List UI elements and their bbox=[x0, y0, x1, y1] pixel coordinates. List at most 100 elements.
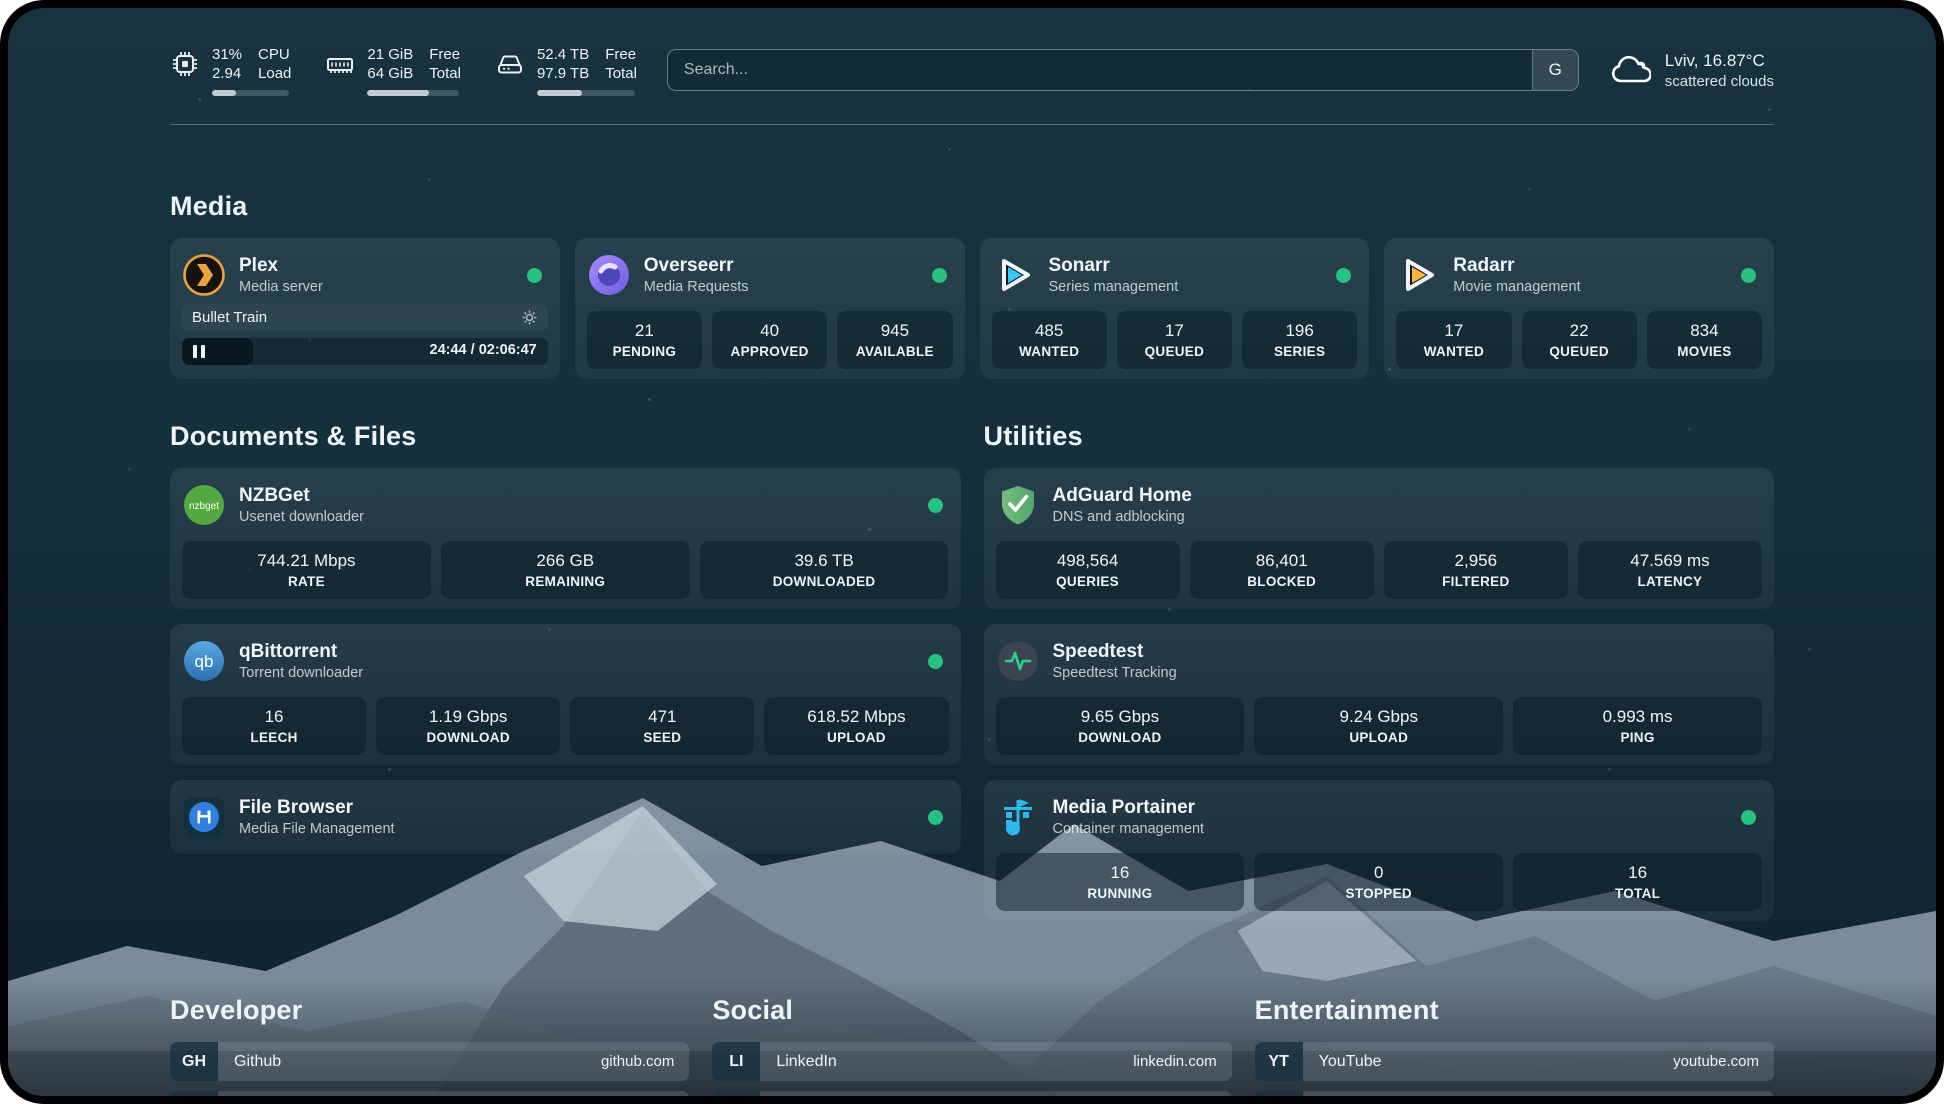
portainer-status-dot bbox=[1741, 809, 1756, 825]
filebrowser-card[interactable]: File Browser Media File Management bbox=[170, 780, 961, 854]
memory-stat: 21 GiB 64 GiB Free Total bbox=[325, 45, 461, 96]
sonarr-card[interactable]: Sonarr Series management 485 WANTED 17 Q… bbox=[979, 238, 1370, 379]
section-title-media: Media bbox=[170, 191, 248, 221]
search-bar: G bbox=[666, 49, 1579, 91]
speedtest-card[interactable]: Speedtest Speedtest Tracking 9.65 Gbps D… bbox=[983, 624, 1774, 765]
storage-total-value: 97.9 TB bbox=[536, 64, 590, 82]
radarr-stat-movies: 834 MOVIES bbox=[1646, 311, 1762, 369]
svg-text:nzbget: nzbget bbox=[189, 501, 219, 512]
storage-progress-track bbox=[536, 89, 635, 96]
plex-status-dot bbox=[526, 267, 542, 283]
developer-group: Developer GH Github github.com SO StackO… bbox=[170, 995, 690, 1096]
weather-widget[interactable]: Lviv, 16.87°C scattered clouds bbox=[1609, 50, 1774, 91]
disk-icon bbox=[497, 55, 522, 73]
cpu-load-value: 2.94 bbox=[212, 64, 242, 82]
portainer-stat-total: 16 TOTAL bbox=[1513, 853, 1762, 911]
memory-icon bbox=[327, 57, 354, 73]
radarr-stat-wanted: 17 WANTED bbox=[1396, 311, 1512, 369]
header-divider bbox=[170, 124, 1774, 125]
plex-subtitle: Media server bbox=[239, 278, 323, 295]
youtube-abbr-tile: YT bbox=[1254, 1042, 1303, 1081]
netflix-abbr-tile: NF bbox=[1254, 1091, 1303, 1096]
cpu-stat: 31% 2.94 CPU Load bbox=[170, 45, 291, 96]
plex-now-playing-row: Bullet Train bbox=[182, 304, 548, 331]
sonarr-stat-series: 196 SERIES bbox=[1242, 311, 1358, 369]
stackoverflow-abbr-tile: SO bbox=[170, 1091, 218, 1096]
qbittorrent-stat-seed: 471 SEED bbox=[570, 697, 755, 755]
adguard-stat-queries: 498,564 QUERIES bbox=[995, 541, 1180, 599]
qbittorrent-subtitle: Torrent downloader bbox=[239, 664, 364, 681]
sonarr-title: Sonarr bbox=[1048, 254, 1110, 276]
adguard-subtitle: DNS and adblocking bbox=[1052, 508, 1185, 525]
section-title-developer: Developer bbox=[170, 995, 303, 1025]
cpu-icon bbox=[173, 51, 197, 76]
adguard-card[interactable]: AdGuard Home DNS and adblocking 498,564 … bbox=[983, 468, 1774, 609]
bookmark-twitter[interactable]: TW Twitter twitter.com bbox=[712, 1091, 1232, 1096]
bookmark-stackoverflow[interactable]: SO StackOverflow stackoverflow.com bbox=[170, 1091, 690, 1096]
overseerr-icon bbox=[587, 253, 631, 297]
adguard-title: AdGuard Home bbox=[1052, 484, 1192, 506]
memory-free-value: 21 GiB bbox=[367, 45, 414, 63]
storage-free-label: Free bbox=[605, 45, 637, 63]
svg-text:qb: qb bbox=[195, 652, 214, 671]
portainer-card[interactable]: Media Portainer Container management 16 … bbox=[983, 780, 1774, 921]
entertainment-group: Entertainment YT YouTube youtube.com NF … bbox=[1254, 995, 1774, 1096]
media-cards-row: Plex Media server Bullet Train bbox=[170, 238, 1774, 379]
pause-icon[interactable] bbox=[193, 345, 205, 358]
qbittorrent-status-dot bbox=[927, 653, 943, 669]
bookmark-linkedin[interactable]: LI LinkedIn linkedin.com bbox=[712, 1042, 1232, 1081]
memory-total-label: Total bbox=[429, 64, 461, 82]
adguard-icon bbox=[996, 483, 1040, 527]
sonarr-stat-wanted: 485 WANTED bbox=[991, 311, 1107, 369]
section-title-utilities: Utilities bbox=[983, 421, 1083, 451]
radarr-status-dot bbox=[1741, 267, 1756, 283]
plex-icon bbox=[182, 253, 226, 297]
qbittorrent-stat-upload: 618.52 Mbps UPLOAD bbox=[764, 697, 949, 755]
qbittorrent-title: qBittorrent bbox=[239, 640, 338, 662]
search-engine-button[interactable]: G bbox=[1531, 50, 1578, 90]
nzbget-status-dot bbox=[927, 497, 943, 513]
plex-time: 24:44 / 02:06:47 bbox=[429, 342, 537, 358]
qbittorrent-stat-download: 1.19 Gbps DOWNLOAD bbox=[376, 697, 561, 755]
bookmark-youtube[interactable]: YT YouTube youtube.com bbox=[1254, 1042, 1774, 1081]
filebrowser-subtitle: Media File Management bbox=[239, 820, 395, 837]
qbittorrent-card[interactable]: qb qBittorrent Torrent downloader bbox=[170, 624, 961, 765]
plex-progress-bar[interactable]: 24:44 / 02:06:47 bbox=[182, 338, 548, 365]
memory-free-label: Free bbox=[429, 45, 461, 63]
qbittorrent-icon: qb bbox=[182, 639, 226, 683]
cpu-usage-value: 31% bbox=[212, 45, 243, 63]
sonarr-stat-queued: 17 QUEUED bbox=[1116, 311, 1232, 369]
radarr-subtitle: Movie management bbox=[1453, 278, 1581, 295]
section-title-social: Social bbox=[712, 995, 794, 1025]
search-input[interactable] bbox=[666, 49, 1579, 91]
storage-progress-fill bbox=[536, 89, 582, 96]
sonarr-subtitle: Series management bbox=[1048, 278, 1179, 295]
bookmark-github[interactable]: GH Github github.com bbox=[170, 1042, 690, 1081]
adguard-stat-latency: 47.569 ms LATENCY bbox=[1577, 541, 1762, 599]
bookmark-netflix[interactable]: NF Netflix netflix.com bbox=[1254, 1091, 1774, 1096]
settings-gear-icon[interactable] bbox=[521, 309, 538, 326]
sonarr-icon bbox=[992, 253, 1036, 297]
overseerr-card[interactable]: Overseerr Media Requests 21 PENDING 40 A… bbox=[574, 238, 965, 379]
nzbget-icon: nzbget bbox=[182, 483, 226, 527]
plex-now-playing-title: Bullet Train bbox=[192, 309, 268, 326]
speedtest-stat-upload: 9.24 Gbps UPLOAD bbox=[1254, 697, 1504, 755]
storage-free-value: 52.4 TB bbox=[536, 45, 590, 63]
nzbget-stat-downloaded: 39.6 TB DOWNLOADED bbox=[699, 541, 949, 599]
radarr-card[interactable]: Radarr Movie management 17 WANTED 22 QUE… bbox=[1384, 238, 1774, 379]
nzbget-card[interactable]: nzbget NZBGet Usenet downloader bbox=[170, 468, 961, 609]
utilities-column: Utilities bbox=[983, 421, 1774, 921]
adguard-stat-blocked: 86,401 BLOCKED bbox=[1189, 541, 1374, 599]
radarr-stat-queued: 22 QUEUED bbox=[1521, 311, 1637, 369]
weather-location-temp: Lviv, 16.87°C bbox=[1664, 50, 1765, 70]
radarr-icon bbox=[1396, 253, 1440, 297]
documents-column: Documents & Files nzbget bbox=[170, 421, 961, 921]
plex-card[interactable]: Plex Media server Bullet Train bbox=[170, 238, 560, 379]
github-abbr-tile: GH bbox=[170, 1042, 218, 1081]
cpu-load-label: Load bbox=[258, 64, 292, 82]
nzbget-stat-rate: 744.21 Mbps RATE bbox=[182, 541, 431, 599]
portainer-subtitle: Container management bbox=[1052, 820, 1205, 837]
cpu-progress-track bbox=[212, 89, 290, 96]
weather-condition: scattered clouds bbox=[1664, 72, 1774, 90]
